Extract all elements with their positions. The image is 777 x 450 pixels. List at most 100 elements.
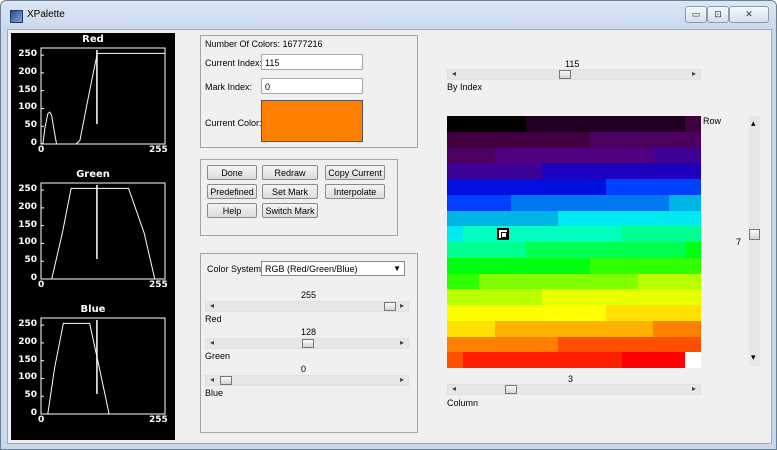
palette-cell[interactable]	[558, 289, 575, 306]
color-slider-thumb[interactable]	[302, 339, 315, 348]
palette-cell[interactable]	[558, 336, 575, 353]
palette-cell[interactable]	[637, 147, 654, 164]
palette-cell[interactable]	[462, 242, 479, 258]
palette-cell[interactable]	[478, 242, 495, 258]
palette-cell[interactable]	[621, 194, 638, 211]
palette-cell[interactable]	[478, 226, 495, 243]
palette-cell[interactable]	[494, 336, 511, 353]
palette-cell[interactable]	[669, 305, 686, 321]
palette-cell[interactable]	[462, 131, 479, 148]
palette-cell[interactable]	[526, 179, 543, 195]
palette-cell[interactable]	[589, 194, 606, 211]
palette-cell[interactable]	[637, 289, 654, 306]
palette-cell[interactable]	[605, 289, 622, 306]
palette-cell[interactable]	[447, 352, 463, 369]
palette-cell[interactable]	[542, 242, 559, 258]
palette-cell[interactable]	[447, 163, 463, 180]
palette-cell[interactable]	[558, 210, 575, 227]
palette-cell[interactable]	[526, 242, 543, 258]
palette-cell[interactable]	[542, 147, 559, 164]
palette-cell[interactable]	[653, 194, 670, 211]
palette-cell[interactable]	[685, 210, 702, 227]
palette-cell[interactable]	[621, 336, 638, 353]
palette-cell[interactable]	[510, 305, 527, 321]
palette-cell[interactable]	[494, 242, 511, 258]
palette-cell[interactable]	[478, 163, 495, 180]
palette-cell[interactable]	[542, 226, 559, 243]
palette-cell[interactable]	[447, 194, 463, 211]
palette-cell[interactable]	[558, 305, 575, 321]
palette-cell[interactable]	[589, 289, 606, 306]
palette-cell[interactable]	[542, 273, 559, 290]
palette-cell[interactable]	[669, 242, 686, 258]
palette-cell[interactable]	[653, 210, 670, 227]
palette-cell[interactable]	[685, 289, 702, 306]
palette-cell[interactable]	[542, 320, 559, 337]
palette-cell[interactable]	[589, 179, 606, 195]
palette-cell[interactable]	[542, 163, 559, 180]
palette-cell[interactable]	[653, 305, 670, 321]
palette-cell[interactable]	[685, 257, 702, 274]
palette-cell[interactable]	[653, 147, 670, 164]
slider-right-arrow-icon[interactable]: ▸	[399, 338, 404, 347]
palette-cell[interactable]	[621, 242, 638, 258]
palette-cell[interactable]	[637, 131, 654, 148]
palette-cell[interactable]	[478, 352, 495, 369]
palette-cell[interactable]	[558, 273, 575, 290]
palette-cell[interactable]	[605, 242, 622, 258]
palette-cell[interactable]	[447, 336, 463, 353]
palette-cell[interactable]	[558, 257, 575, 274]
palette-cell[interactable]	[605, 116, 622, 132]
palette-cell[interactable]	[558, 320, 575, 337]
palette-cell[interactable]	[526, 116, 543, 132]
palette-cell[interactable]	[669, 194, 686, 211]
palette-cell[interactable]	[510, 179, 527, 195]
palette-cell[interactable]	[653, 352, 670, 369]
palette-cell[interactable]	[447, 147, 463, 164]
palette-cell[interactable]	[478, 320, 495, 337]
palette-cell[interactable]	[605, 163, 622, 180]
mark-index-input[interactable]: 0	[261, 78, 363, 94]
color-slider-blue[interactable]: ◂ ▸	[205, 375, 409, 386]
palette-cell[interactable]	[669, 131, 686, 148]
palette-cell[interactable]	[685, 226, 702, 243]
palette-cell[interactable]	[494, 305, 511, 321]
palette-cell[interactable]	[685, 131, 702, 148]
palette-cell[interactable]	[526, 273, 543, 290]
palette-cell[interactable]	[637, 116, 654, 132]
palette-cell[interactable]	[526, 352, 543, 369]
palette-cell[interactable]	[526, 147, 543, 164]
palette-cell[interactable]	[478, 179, 495, 195]
palette-cell[interactable]	[669, 273, 686, 290]
column-slider-thumb[interactable]	[504, 385, 517, 394]
palette-cell[interactable]	[447, 242, 463, 258]
column-left-arrow-icon[interactable]: ◂	[452, 384, 457, 393]
palette-cell[interactable]	[526, 257, 543, 274]
palette-cell[interactable]	[478, 289, 495, 306]
palette-cell[interactable]	[621, 116, 638, 132]
palette-cell[interactable]	[574, 305, 590, 321]
palette-cell[interactable]	[494, 257, 511, 274]
palette-cell[interactable]	[605, 210, 622, 227]
palette-cell[interactable]	[478, 147, 495, 164]
palette-cell[interactable]	[510, 242, 527, 258]
palette-cell[interactable]	[526, 320, 543, 337]
color-slider-green[interactable]: ◂ ▸	[205, 338, 409, 349]
palette-cell[interactable]	[542, 131, 559, 148]
palette-cell[interactable]	[510, 257, 527, 274]
palette-cell[interactable]	[653, 320, 670, 337]
palette-cell[interactable]	[462, 352, 479, 369]
palette-cell[interactable]	[526, 226, 543, 243]
palette-cell[interactable]	[653, 131, 670, 148]
palette-cell[interactable]	[589, 226, 606, 243]
palette-cell[interactable]	[621, 320, 638, 337]
palette-cell[interactable]	[669, 289, 686, 306]
palette-cell[interactable]	[637, 194, 654, 211]
column-slider[interactable]: ◂ ▸	[447, 384, 701, 395]
copy-current-button[interactable]: Copy Current	[325, 165, 385, 180]
color-system-select[interactable]: RGB (Red/Green/Blue) ▼	[261, 261, 405, 276]
slider-left-arrow-icon[interactable]: ◂	[210, 338, 215, 347]
palette-cell[interactable]	[574, 116, 590, 132]
palette-cell[interactable]	[669, 336, 686, 353]
row-slider-thumb[interactable]	[749, 228, 760, 240]
